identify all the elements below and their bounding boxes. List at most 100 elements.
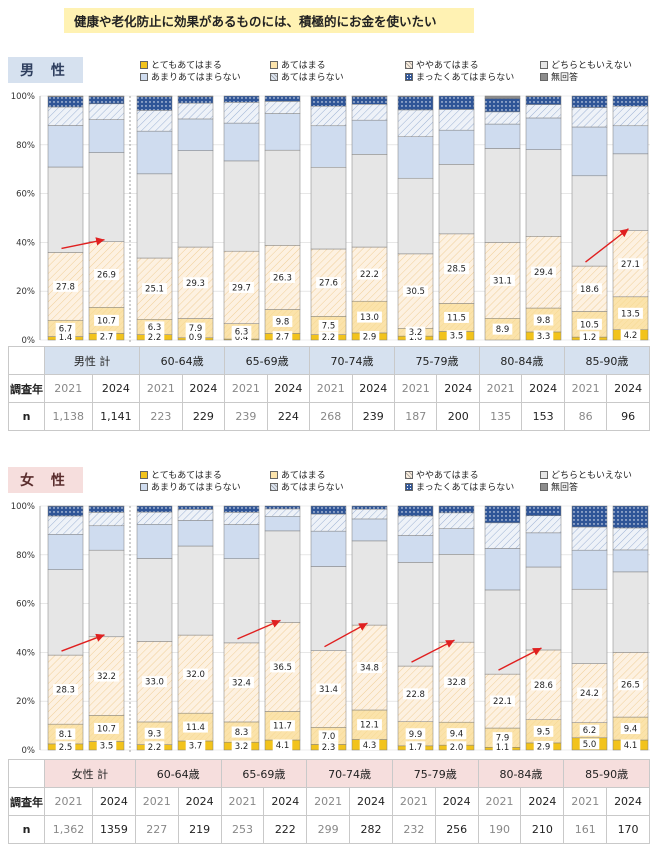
data-label: 12.1 [360,721,379,731]
data-label: 3.2 [235,742,249,752]
bar-segment [439,130,474,164]
sample-size-cell: 219 [178,816,221,844]
bar-segment [265,101,300,113]
bar-segment [311,126,346,167]
data-label: 9.4 [450,730,464,740]
legend-item: あてはまらない [270,480,344,493]
survey-year-cell: 2024 [435,788,478,816]
age-group-header: 60-64歳 [135,760,221,788]
legend-label: 無回答 [551,70,578,83]
data-label: 2.9 [363,332,377,342]
bar-segment [352,541,387,625]
y-tick-label: 100% [11,502,35,512]
bar-segment [224,512,259,524]
bar-segment [526,506,561,516]
legend-swatch [540,73,548,81]
sample-size-cell: 170 [607,816,650,844]
sample-size-cell: 187 [395,403,437,431]
data-label: 32.8 [447,678,466,688]
bar-segment [48,97,83,107]
legend-label: まったくあてはまらない [416,70,514,83]
bar-segment [352,120,387,154]
y-tick-label: 40% [16,238,35,248]
bar-segment [485,548,520,589]
age-group-header: 80-84歳 [479,347,564,375]
bar-segment [311,506,346,514]
survey-year-cell: 2024 [267,375,309,403]
bar-segment [526,533,561,567]
sample-size-cell: 227 [135,816,178,844]
sample-size-cell: 1,362 [45,816,93,844]
legend-label: あてはまらない [281,70,344,83]
data-label: 6.3 [148,323,162,333]
bar-segment [439,109,474,130]
y-tick-label: 60% [16,600,35,610]
data-label: 9.5 [537,727,551,737]
legend-swatch [405,61,413,69]
table-corner [9,347,45,375]
data-label: 3.2 [409,328,423,338]
bar-segment [485,506,520,523]
legend-swatch [140,471,148,479]
sample-size-cell: 1,138 [45,403,93,431]
data-label: 27.1 [621,260,640,270]
bar-segment [137,174,172,258]
year-row-header: 調査年 [9,788,45,816]
bar-segment [89,506,124,512]
legend-label: あてはまらない [281,480,344,493]
bar-segment [572,527,607,550]
sample-size-cell: 224 [267,403,309,431]
data-label: 1.1 [496,743,510,753]
bar-segment [526,105,561,118]
survey-year-cell: 2021 [221,788,264,816]
bar-segment [224,506,259,512]
bar-segment [48,534,83,569]
data-label: 26.3 [273,273,292,283]
age-group-header: 85-90歳 [564,347,649,375]
survey-year-cell: 2021 [135,788,178,816]
bar-segment [265,509,300,516]
survey-year-cell: 2021 [45,375,93,403]
bar-segment [526,96,561,104]
survey-year-cell: 2024 [437,375,479,403]
bar-segment [311,96,346,106]
bar-segment [613,506,648,528]
data-label: 31.4 [319,685,338,695]
data-label: 29.4 [534,268,553,278]
data-label: 25.1 [145,285,164,295]
sample-size-cell: 239 [352,403,394,431]
bar-segment [485,96,520,98]
bar-segment [89,104,124,120]
data-label: 13.5 [621,309,640,319]
data-label: 10.7 [97,724,116,734]
data-label: 32.4 [232,678,251,688]
data-label: 33.0 [145,678,164,688]
bar-segment [48,126,83,167]
data-label: 3.5 [450,332,464,342]
data-label: 2.2 [148,743,162,753]
age-group-header: 65-69歳 [221,760,307,788]
legend-swatch [270,471,278,479]
data-label: 22.8 [406,690,425,700]
bar-segment [89,120,124,153]
y-tick-label: 80% [16,551,35,561]
bar-segment [89,550,124,637]
y-tick-label: 0% [22,746,36,756]
bar-segment [526,150,561,237]
bar-segment [48,506,83,516]
bar-segment [178,509,213,520]
bar-segment [265,531,300,623]
data-label: 2.2 [322,333,336,343]
bar-segment [178,520,213,546]
male-section-label: 男 性 [8,57,83,83]
bar-segment [485,98,520,111]
bar-segment [352,154,387,247]
legend-item: あてはまらない [270,70,344,83]
bar-segment [265,516,300,531]
data-label: 7.9 [496,734,510,744]
bar-segment [224,559,259,643]
survey-year-cell: 2021 [307,788,350,816]
age-group-header: 70-74歳 [310,347,395,375]
data-label: 11.5 [447,313,466,323]
